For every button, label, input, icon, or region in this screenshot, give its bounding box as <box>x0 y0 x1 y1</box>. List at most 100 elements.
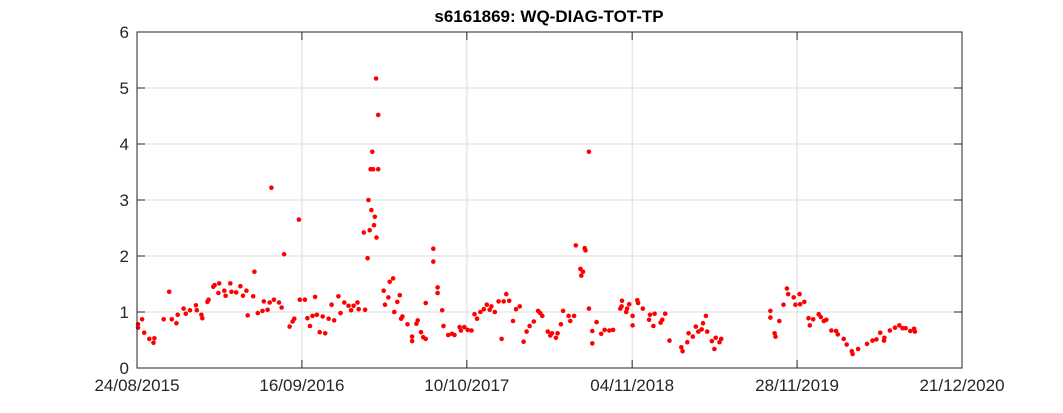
data-point <box>409 338 415 344</box>
data-point <box>513 306 519 312</box>
data-point <box>279 305 284 310</box>
data-point <box>386 295 391 300</box>
data-point <box>361 230 367 235</box>
data-point <box>870 338 875 343</box>
data-point <box>624 306 630 311</box>
data-point <box>619 298 625 304</box>
data-point <box>375 112 381 118</box>
data-point <box>680 348 685 354</box>
data-point <box>841 336 846 342</box>
data-point <box>222 288 227 294</box>
data-point <box>255 310 261 316</box>
data-point <box>271 297 277 303</box>
data-point <box>183 311 189 317</box>
data-point <box>375 166 381 172</box>
chart-title: s6161869: WQ-DIAG-TOT-TP <box>434 7 663 26</box>
data-point <box>387 279 393 285</box>
data-point <box>571 313 577 319</box>
data-point <box>540 313 545 319</box>
data-point <box>356 306 362 312</box>
data-point <box>481 306 487 312</box>
data-point <box>370 149 375 155</box>
x-tick-label: 28/11/2019 <box>755 376 839 395</box>
data-point <box>322 331 328 336</box>
x-tick-label: 24/08/2015 <box>94 376 179 395</box>
data-point <box>223 293 228 299</box>
data-point <box>302 297 308 303</box>
data-point <box>598 331 604 337</box>
data-point <box>329 302 334 308</box>
data-point <box>496 299 501 304</box>
data-point <box>346 303 351 309</box>
data-point <box>610 327 616 333</box>
data-point <box>400 314 405 319</box>
data-point <box>558 322 564 327</box>
x-tick-label: 04/11/2018 <box>590 376 674 395</box>
x-tick-label: 10/10/2017 <box>424 376 509 395</box>
data-point <box>141 330 147 336</box>
data-point <box>712 346 717 352</box>
data-point <box>169 317 175 322</box>
y-tick-label: 3 <box>120 191 129 210</box>
axis-ticks <box>136 31 963 369</box>
data-point <box>506 298 512 304</box>
data-point <box>365 255 370 261</box>
data-point <box>307 323 313 329</box>
data-point <box>187 308 193 313</box>
data-point <box>892 325 898 331</box>
data-point <box>297 297 303 303</box>
data-point <box>310 313 315 319</box>
data-point <box>777 318 782 324</box>
data-point <box>469 328 474 333</box>
data-point <box>390 276 396 281</box>
y-tick-label: 4 <box>120 135 129 154</box>
data-point <box>580 269 586 275</box>
data-point <box>381 288 387 294</box>
data-point <box>371 222 377 228</box>
data-point <box>768 315 773 320</box>
data-point <box>785 291 791 297</box>
data-point <box>415 318 421 323</box>
data-point <box>348 308 354 313</box>
data-point <box>216 290 221 296</box>
data-point <box>602 327 607 333</box>
data-point <box>818 314 824 320</box>
data-point <box>233 290 239 295</box>
data-point <box>489 304 494 309</box>
data-point <box>194 308 200 313</box>
data-point <box>229 289 234 295</box>
data-point <box>652 311 657 317</box>
data-point <box>882 335 887 341</box>
data-point <box>864 341 870 347</box>
data-point <box>833 328 839 334</box>
data-point <box>590 328 595 334</box>
data-point <box>312 294 318 300</box>
data-point <box>351 303 356 309</box>
data-point <box>281 252 287 257</box>
data-point <box>250 294 256 299</box>
data-point <box>296 217 302 222</box>
data-point <box>590 341 595 346</box>
data-point <box>418 329 424 335</box>
data-point <box>147 336 152 342</box>
data-point <box>472 311 477 317</box>
data-point <box>651 323 656 329</box>
data-point <box>802 299 807 305</box>
data-point <box>267 300 273 305</box>
data-point <box>458 328 464 333</box>
data-point <box>238 283 243 289</box>
data-point <box>850 351 855 357</box>
data-point <box>409 334 415 339</box>
data-point <box>317 329 323 335</box>
data-point <box>355 300 360 305</box>
y-tick-label: 5 <box>120 79 129 98</box>
data-point <box>835 332 841 337</box>
data-point <box>269 185 274 190</box>
data-point <box>912 329 918 334</box>
data-point <box>874 337 879 342</box>
data-point <box>517 304 523 309</box>
data-point <box>320 314 326 319</box>
data-point <box>635 300 641 306</box>
data-point <box>524 329 529 334</box>
data-point <box>423 336 429 342</box>
